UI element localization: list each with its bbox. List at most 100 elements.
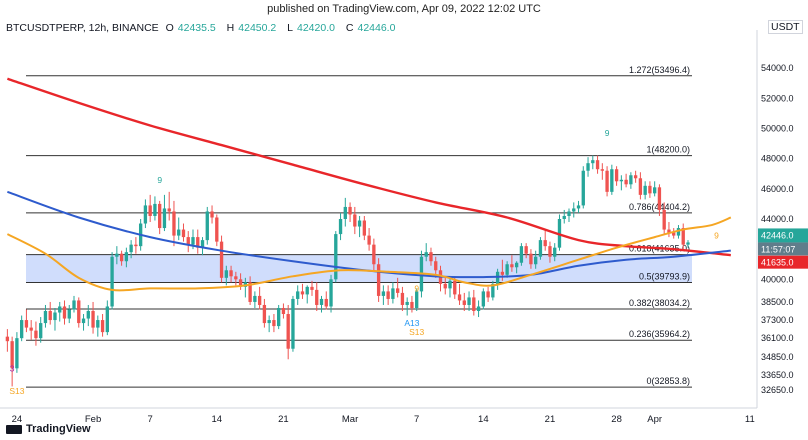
candle-body (686, 242, 690, 245)
candle-body (257, 295, 262, 305)
candle-body (410, 301, 414, 308)
candle-body (5, 336, 10, 342)
candle-body (296, 291, 300, 299)
candle-body (367, 235, 371, 245)
currency-button[interactable]: USDT (768, 20, 803, 34)
candle-body (548, 246, 552, 257)
candle-body (676, 228, 681, 236)
candle-body (643, 185, 647, 195)
candle-body (576, 205, 581, 209)
candle-body (481, 291, 485, 307)
candle-body (424, 252, 428, 257)
countdown-text: 11:57:07 (761, 244, 795, 254)
candle-body (100, 320, 105, 333)
candle-body (638, 178, 643, 195)
last-price-text: 42446.0 (761, 230, 794, 240)
candle-body (519, 246, 524, 263)
candle-body (81, 318, 86, 324)
candle-body (529, 253, 533, 265)
candle-body (158, 203, 162, 229)
x-tick-label: Apr (647, 414, 662, 425)
candle-body (262, 304, 267, 324)
candle-body (472, 297, 476, 312)
y-tick-label: 44000.0 (761, 214, 794, 224)
candle-body (672, 232, 676, 236)
fib-label-4: 0.5(39793.9) (639, 271, 690, 281)
fib-label-6: 0.236(35964.2) (629, 329, 690, 339)
candle-body (495, 271, 500, 284)
candle-body (467, 297, 471, 305)
candle-body (457, 294, 462, 301)
candle-body (91, 311, 95, 328)
ma-line-0 (6, 77, 731, 257)
candle-body (234, 276, 238, 280)
candle-body (415, 291, 419, 308)
candle-body (524, 246, 528, 254)
ma-line-1 (7, 190, 731, 279)
candle-body (400, 292, 405, 305)
candle-body (324, 298, 328, 307)
symbol-legend[interactable]: BTCUSDTPERP, 12h, BINANCE O 42435.5 H 4245… (6, 22, 403, 34)
candle-body (429, 252, 433, 262)
x-tick-label: 14 (478, 414, 489, 425)
candle-body (353, 214, 357, 227)
ohlc-low: L 42420.0 (287, 22, 335, 34)
seq-marker-2: 9 (157, 175, 162, 185)
candle-body (562, 215, 566, 219)
candle-body (391, 288, 395, 299)
x-tick-label: 21 (545, 414, 556, 425)
candle-body (443, 283, 447, 289)
candle-body (610, 169, 614, 192)
fib-label-7: 0(32853.8) (646, 376, 690, 386)
candle-body (395, 288, 400, 293)
candle-body (62, 306, 67, 319)
candle-body (619, 179, 624, 182)
brand-label: TradingView (26, 423, 91, 435)
candle-body (538, 240, 543, 257)
candle-body (591, 160, 595, 164)
candle-body (43, 311, 48, 324)
fib-label-1: 1(48200.0) (646, 145, 690, 155)
seq-marker-1: S13 (9, 386, 24, 396)
candle-body (500, 271, 505, 275)
candle-body (657, 187, 662, 210)
x-tick-label: 24 (12, 414, 23, 425)
tradingview-logo-icon (6, 424, 22, 434)
candle-body (186, 237, 190, 245)
candle-body (453, 280, 457, 295)
seq-marker-3: A13 (404, 318, 419, 328)
seq-marker-0: 3 (10, 363, 15, 373)
candle-body (581, 170, 585, 206)
candle-body (543, 240, 547, 247)
candle-body (334, 234, 338, 280)
candle-body (191, 237, 195, 245)
candle-body (510, 264, 514, 268)
candle-body (662, 209, 666, 230)
y-tick-label: 36100.0 (761, 333, 794, 343)
y-tick-label: 34850.0 (761, 352, 794, 362)
candle-body (48, 311, 52, 321)
candle-body (386, 291, 390, 299)
brand-footer[interactable]: TradingView (6, 423, 91, 435)
symbol-label: BTCUSDTPERP, 12h, BINANCE (6, 22, 159, 34)
candle-body (272, 320, 276, 327)
candle-body (505, 264, 509, 275)
y-tick-label: 54000.0 (761, 63, 794, 73)
candle-body (286, 314, 290, 349)
ma-line-2 (6, 216, 732, 292)
candle-body (300, 291, 305, 295)
x-tick-label: Mar (342, 414, 358, 425)
candle-body (381, 291, 386, 296)
y-tick-label: 52000.0 (761, 93, 794, 103)
candle-body (586, 163, 590, 171)
candle-body (181, 229, 186, 238)
candle-body (134, 244, 138, 247)
candle-body (277, 307, 281, 327)
y-tick-label: 46000.0 (761, 184, 794, 194)
seq-marker-7: 9 (714, 231, 719, 241)
candle-body (210, 211, 214, 218)
seq-marker-6: 9 (605, 128, 610, 138)
candle-body (105, 306, 109, 333)
y-tick-label: 38500.0 (761, 297, 794, 307)
